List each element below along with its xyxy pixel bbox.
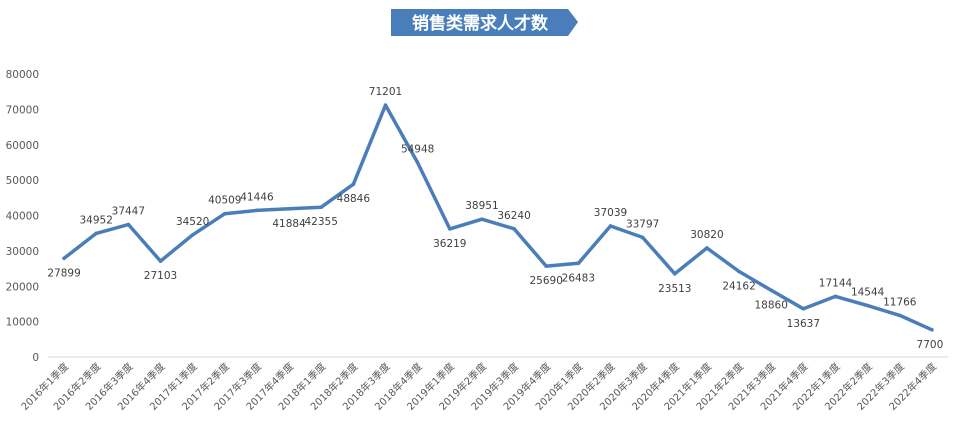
data-point (383, 103, 388, 107)
data-point (255, 208, 259, 213)
data-point (801, 306, 806, 311)
y-tick-label: 10000 (6, 317, 39, 329)
data-label: 13637 (787, 318, 820, 330)
data-label: 11766 (883, 296, 917, 308)
data-label: 27899 (47, 267, 80, 279)
data-point (705, 246, 709, 250)
data-point (672, 272, 677, 276)
data-point (769, 288, 774, 293)
data-label: 14544 (851, 287, 885, 299)
data-label: 7700 (917, 339, 944, 351)
data-label: 34520 (176, 216, 209, 228)
data-point (737, 269, 741, 274)
data-label: 24162 (722, 281, 755, 293)
y-tick-label: 80000 (6, 69, 39, 81)
y-tick-label: 50000 (6, 175, 39, 187)
series-line (62, 103, 934, 332)
data-label: 71201 (369, 86, 402, 98)
data-label: 37039 (594, 207, 627, 219)
y-axis: 0 10000 20000 30000 40000 50000 60000 70000 8000… (6, 69, 39, 364)
data-point (640, 235, 645, 240)
data-label: 33797 (626, 218, 659, 230)
chart-title-banner: 销售类需求人才数 (391, 9, 578, 36)
data-point (833, 294, 838, 299)
data-point (94, 231, 99, 236)
data-point (319, 205, 324, 209)
data-point (287, 207, 291, 211)
data-point (158, 259, 163, 263)
series-group (62, 103, 934, 332)
data-label: 41446 (240, 191, 274, 203)
data-label: 26483 (562, 272, 595, 284)
y-tick-label: 60000 (6, 140, 39, 152)
data-label: 40509 (208, 195, 241, 207)
data-point (351, 182, 356, 187)
data-label: 54948 (401, 144, 434, 156)
chart-title-background (391, 9, 578, 36)
data-point (897, 313, 902, 318)
data-label: 17144 (819, 277, 853, 289)
y-tick-label: 30000 (6, 246, 39, 258)
data-label: 18860 (755, 299, 788, 311)
data-label: 30820 (690, 229, 723, 241)
data-label: 48846 (337, 193, 371, 205)
chart-title: 销售类需求人才数 (412, 13, 549, 34)
y-tick-label: 20000 (6, 281, 39, 293)
data-point (447, 227, 452, 231)
data-point (512, 227, 516, 231)
data-label: 36219 (433, 238, 466, 250)
y-tick-label: 0 (32, 352, 39, 364)
data-point (544, 264, 549, 268)
data-label: 25690 (530, 275, 563, 287)
data-point (190, 233, 195, 237)
data-point (608, 224, 613, 228)
data-point (576, 261, 581, 266)
data-label: 37447 (112, 206, 145, 218)
data-label: 27103 (144, 270, 177, 282)
x-axis: 2016年1季度2016年2季度2016年3季度2016年4季度2017年1季度… (18, 356, 948, 413)
data-point (222, 211, 227, 216)
data-label: 36240 (497, 210, 530, 222)
data-label: 23513 (658, 283, 691, 295)
y-tick-label: 70000 (6, 104, 39, 116)
data-point (62, 256, 66, 261)
y-tick-label: 40000 (6, 211, 39, 223)
data-label: 34952 (80, 214, 113, 226)
data-point (865, 303, 870, 308)
data-point (126, 222, 131, 227)
data-point (480, 217, 484, 222)
data-label: 41884 (272, 218, 306, 230)
data-label: 38951 (465, 200, 498, 212)
data-point (415, 160, 420, 165)
data-label: 42355 (305, 216, 338, 228)
data-point (930, 327, 934, 332)
